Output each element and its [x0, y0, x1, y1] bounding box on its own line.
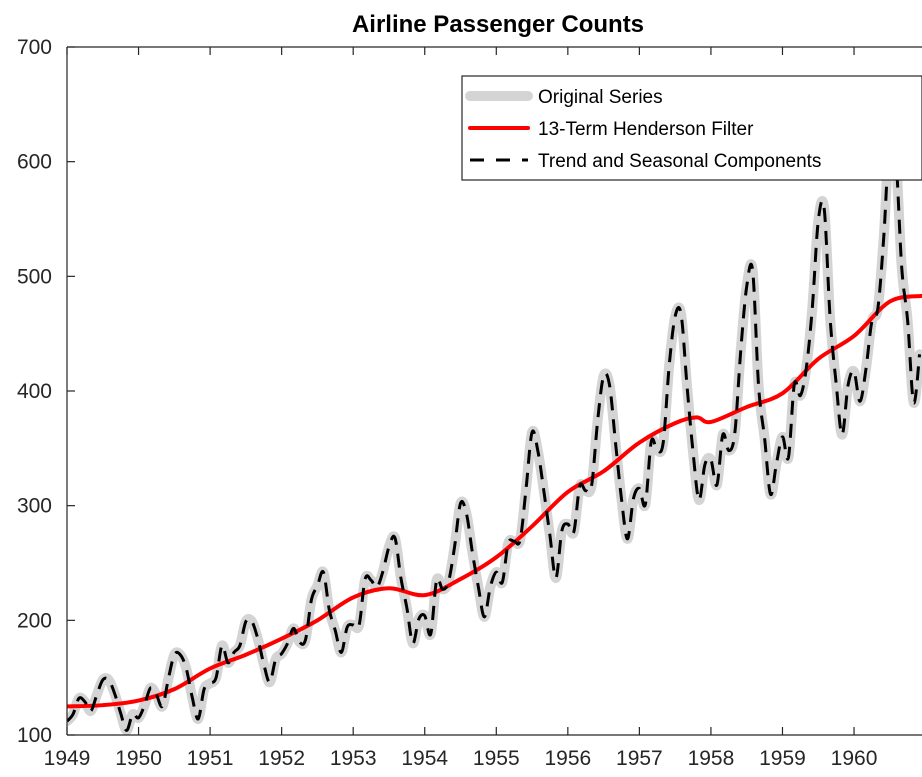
x-tick-label: 1955	[473, 747, 520, 770]
y-tick-label: 200	[17, 609, 52, 632]
legend-label: 13-Term Henderson Filter	[538, 119, 754, 140]
x-tick-label: 1957	[616, 747, 663, 770]
x-tick-label: 1949	[44, 747, 91, 770]
chart-title: Airline Passenger Counts	[352, 11, 644, 38]
y-tick-label: 100	[17, 724, 52, 747]
trend-seasonal-line	[67, 129, 922, 732]
henderson-filter-line	[67, 293, 922, 709]
x-tick-label: 1950	[115, 747, 162, 770]
legend: Original Series 13-Term Henderson Filter T…	[461, 75, 922, 181]
x-tick-label: 1952	[258, 747, 305, 770]
legend-label: Trend and Seasonal Components	[538, 151, 821, 172]
y-tick-label: 400	[17, 380, 52, 403]
x-tick-label: 1954	[401, 747, 448, 770]
legend-box	[461, 75, 922, 181]
x-tick-label: 1958	[688, 747, 735, 770]
y-tick-label: 600	[17, 151, 52, 174]
y-tick-label: 500	[17, 265, 52, 288]
x-tick-label: 1959	[759, 747, 806, 770]
y-tick-label: 300	[17, 495, 52, 518]
y-axis: 100 200 300 400 500 600 700	[17, 36, 75, 747]
y-tick-label: 700	[17, 36, 52, 59]
legend-label: Original Series	[538, 87, 663, 108]
x-axis: 1949 1950 1951 1952 1953 1954 1955 1956 1957 1958…	[44, 47, 878, 770]
x-tick-label: 1956	[544, 747, 591, 770]
x-tick-label: 1951	[187, 747, 234, 770]
x-tick-label: 1953	[330, 747, 377, 770]
plot-area	[67, 125, 922, 735]
x-tick-label: 1960	[831, 747, 878, 770]
